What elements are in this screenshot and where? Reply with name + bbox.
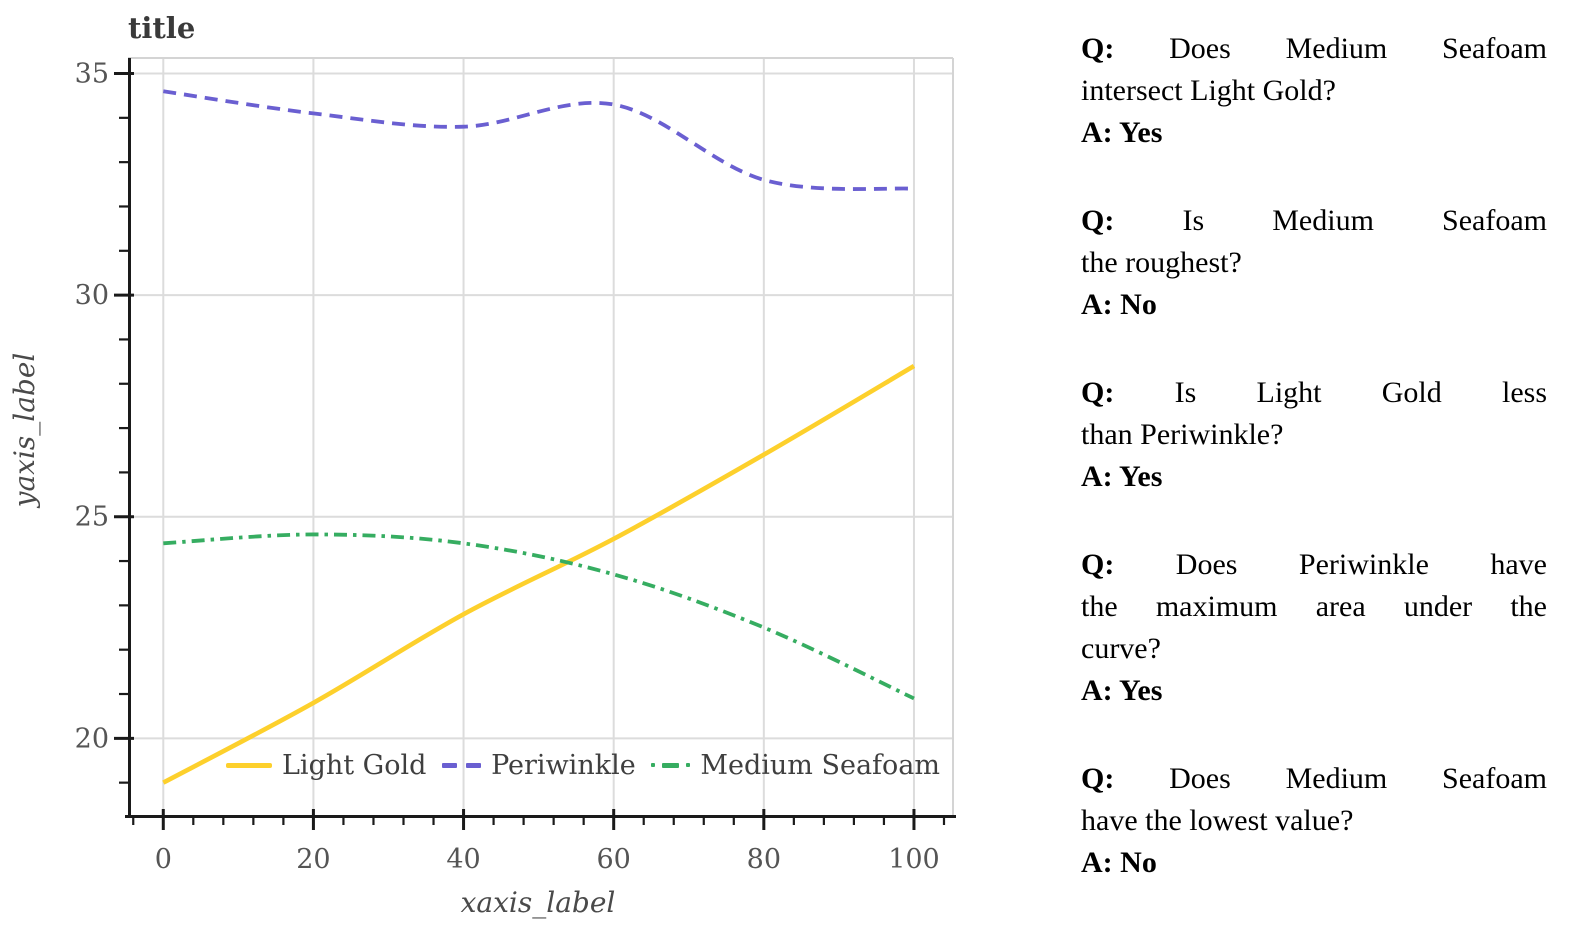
question-line: have the lowest value? [1081, 804, 1354, 837]
question-prefix: Q: [1081, 762, 1115, 795]
legend-label-medium-seafoam: Medium Seafoam [700, 749, 940, 781]
question-prefix: Q: [1081, 376, 1115, 409]
tick-label-layer: 0 20 40 60 80 100 20 25 30 35 [75, 59, 940, 875]
line-chart: 0 20 40 60 80 100 20 25 30 35 title xaxis_label y… [8, 11, 956, 919]
question-line: Q: Does Medium Seafoam [1081, 762, 1547, 795]
y-tick-label: 30 [75, 280, 109, 311]
answer-line: A: Yes [1081, 116, 1163, 149]
chart-area: 0 20 40 60 80 100 20 25 30 35 title xaxis_label y… [8, 11, 956, 919]
qa-block: Q: Does Medium Seafoam have the lowest va… [1081, 758, 1547, 884]
question-prefix: Q: [1081, 32, 1115, 65]
x-tick-label: 0 [155, 844, 172, 875]
legend-swatch-solid [226, 762, 272, 768]
legend-item-medium-seafoam: Medium Seafoam [651, 750, 940, 781]
question-line: than Periwinkle? [1081, 418, 1284, 451]
legend-label-light-gold: Light Gold [282, 749, 427, 781]
question-line: Q: Is Medium Seafoam [1081, 204, 1547, 237]
qa-block: Q: Does Medium Seafoam intersect Light Go… [1081, 28, 1547, 154]
legend-item-light-gold: Light Gold [226, 750, 426, 781]
chart-legend: Light Gold Periwinkle Medium Seafoam [226, 747, 940, 783]
series-layer [162, 89, 916, 785]
legend-swatch-dashed [442, 762, 482, 768]
answer-line: A: Yes [1081, 460, 1163, 493]
question-line: the maximum area under the [1081, 590, 1547, 623]
y-axis-label: yaxis_label [8, 353, 41, 510]
legend-item-periwinkle: Periwinkle [442, 750, 636, 781]
axis-layer [114, 58, 956, 830]
x-tick-label: 20 [296, 844, 330, 875]
question-line: curve? [1081, 632, 1161, 665]
question-line: the roughest? [1081, 246, 1242, 279]
x-axis-label: xaxis_label [461, 886, 616, 919]
y-tick-label: 25 [75, 502, 109, 533]
answer-line: A: No [1081, 288, 1157, 321]
series-line-periwinkle [163, 89, 915, 191]
x-tick-label: 40 [446, 844, 480, 875]
y-tick-label: 35 [75, 59, 109, 90]
question-line: intersect Light Gold? [1081, 74, 1336, 107]
legend-label-periwinkle: Periwinkle [491, 749, 636, 781]
y-tick-label: 20 [75, 723, 109, 754]
chart-title: title [128, 11, 195, 45]
qa-block: Q: Is Medium Seafoam the roughest? A: No [1081, 200, 1547, 326]
series-line-light-gold [162, 364, 916, 785]
question-prefix: Q: [1081, 204, 1115, 237]
grid-layer [128, 57, 954, 815]
qa-block: Q: Does Periwinkle have the maximum area … [1081, 544, 1547, 712]
answer-line: A: Yes [1081, 674, 1163, 707]
answer-line: A: No [1081, 846, 1157, 879]
x-tick-label: 80 [747, 844, 781, 875]
x-tick-label: 60 [597, 844, 631, 875]
legend-swatch-dashdot [651, 762, 691, 768]
qa-block: Q: Is Light Gold less than Periwinkle? A: … [1081, 372, 1547, 498]
series-line-medium-seafoam [163, 532, 915, 701]
question-line: Q: Does Medium Seafoam [1081, 32, 1547, 65]
question-prefix: Q: [1081, 548, 1115, 581]
x-tick-label: 100 [888, 844, 940, 875]
question-line: Q: Is Light Gold less [1081, 376, 1547, 409]
question-line: Q: Does Periwinkle have [1081, 548, 1547, 581]
qa-panel: Q: Does Medium Seafoam intersect Light Go… [1081, 28, 1547, 930]
